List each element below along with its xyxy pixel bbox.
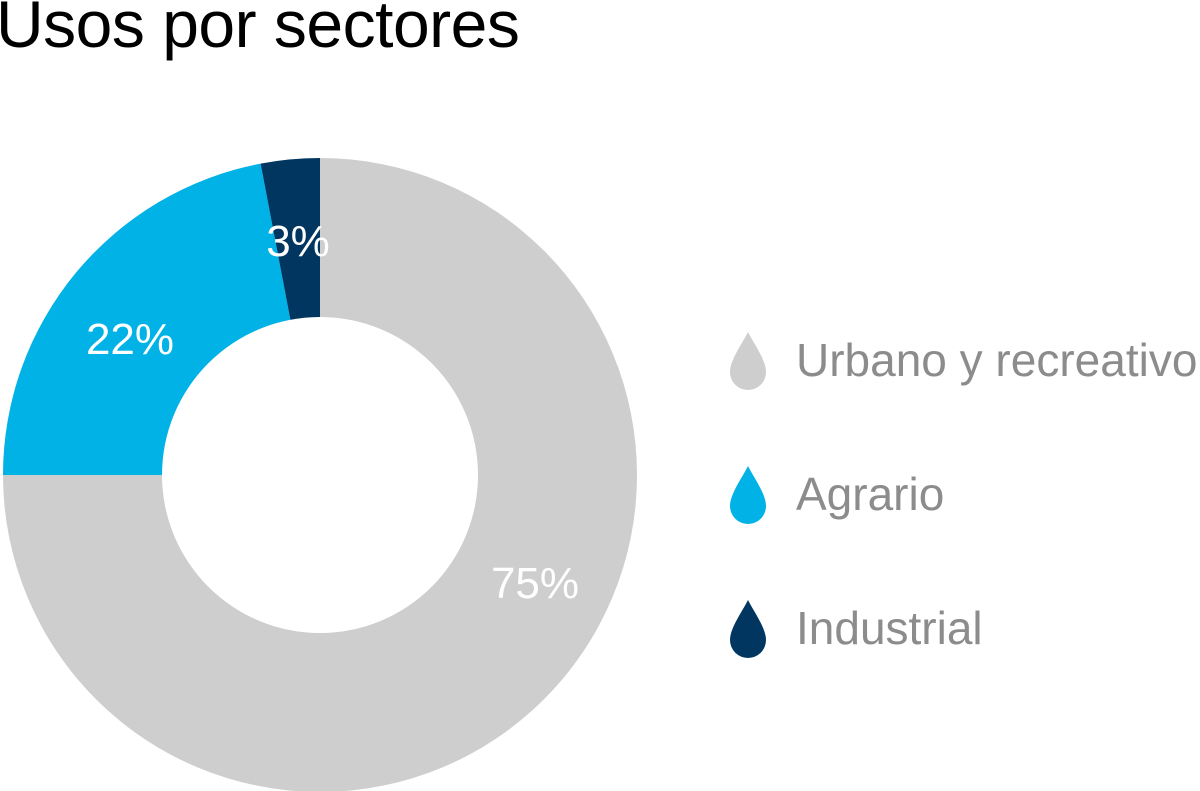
chart-title: Usos por sectores [0,0,520,61]
water-drop-icon [730,600,766,658]
donut-hole [162,317,478,633]
slice-label-industrial: 3% [266,217,330,266]
legend-item-agrario: Agrario [728,454,944,534]
slice-urbano [3,158,637,791]
legend-label: Industrial [796,602,983,654]
legend-label: Agrario [796,468,945,520]
legend-label: Urbano y recreativo [796,334,1198,386]
legend-item-urbano: Urbano y recreativo [728,320,1197,400]
water-drop-icon [730,466,766,524]
slice-label-agrario: 22% [86,315,174,364]
legend-item-industrial: Industrial [728,588,983,668]
slice-label-urbano: 75% [491,559,579,608]
water-drop-icon [730,332,766,390]
